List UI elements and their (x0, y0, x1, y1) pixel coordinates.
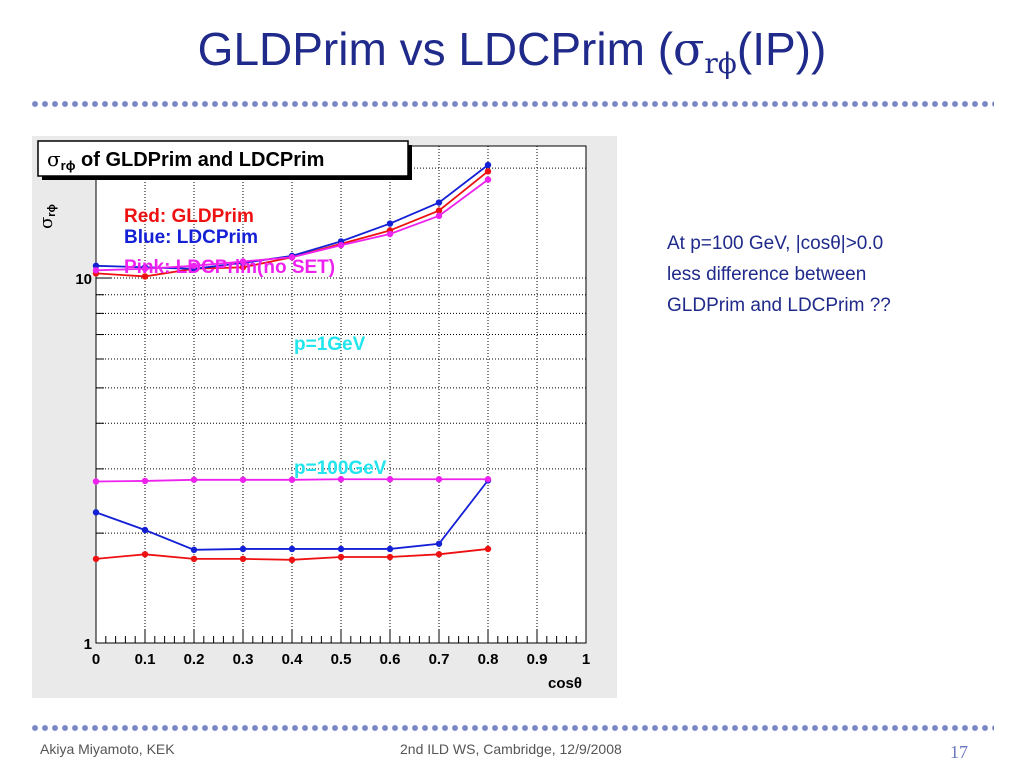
legend-red: Red: GLDPrim (124, 206, 254, 227)
footer-author: Akiya Miyamoto, KEK (40, 741, 175, 757)
bottom-dotted-divider (30, 725, 994, 731)
x-axis-label: cosθ (548, 675, 582, 692)
x-tick-label: 0.7 (429, 651, 450, 668)
y-tick-label: 10 (75, 271, 92, 288)
slide-title: GLDPrim vs LDCPrim (σrϕ(IP)) (0, 22, 1024, 80)
series-point (142, 478, 148, 484)
x-tick-label: 0.6 (380, 651, 401, 668)
series-point (240, 477, 246, 483)
series-point (289, 557, 295, 563)
series-point (387, 554, 393, 560)
chart-title-subscript: rϕ (61, 158, 76, 173)
series-point (142, 551, 148, 557)
series-point (436, 476, 442, 482)
series-point (387, 476, 393, 482)
annotation-p1gev: p=1GeV (294, 334, 366, 355)
series-point (436, 551, 442, 557)
note-line-1: At p=100 GeV, |cosθ|>0.0 (667, 228, 997, 259)
slide-title-subscript: rϕ (704, 47, 736, 80)
x-tick-label: 0.5 (331, 651, 352, 668)
series-point (93, 509, 99, 515)
series-point (485, 168, 491, 174)
series-point (387, 546, 393, 552)
y-tick-label: 1 (84, 636, 92, 653)
slide-title-main: GLDPrim vs LDCPrim ( (198, 23, 673, 75)
series-point (338, 546, 344, 552)
series-point (142, 527, 148, 533)
slide-title-end: (IP)) (737, 23, 826, 75)
series-point (485, 546, 491, 552)
note-line-3: GLDPrim and LDCPrim ?? (667, 290, 997, 321)
chart-title: σrϕ of GLDPrim and LDCPrim (47, 147, 324, 173)
y-axis-label-subscript: rϕ (46, 204, 58, 217)
top-dotted-divider (30, 101, 994, 107)
series-point (485, 176, 491, 182)
annotation-p100gev: p=100GeV (294, 458, 387, 479)
chart-title-text: of GLDPrim and LDCPrim (75, 149, 324, 171)
series-point (191, 477, 197, 483)
series-point (436, 541, 442, 547)
x-tick-label: 0.3 (233, 651, 254, 668)
series-point (387, 231, 393, 237)
series-point (387, 220, 393, 226)
series-point (240, 546, 246, 552)
series-point (191, 556, 197, 562)
series-point (93, 478, 99, 484)
series-point (485, 162, 491, 168)
x-tick-label: 0.9 (527, 651, 548, 668)
series-point (191, 547, 197, 553)
series-point (338, 554, 344, 560)
series-point (436, 213, 442, 219)
x-tick-label: 1 (582, 651, 590, 668)
legend-blue: Blue: LDCPrim (124, 227, 258, 248)
footer-event: 2nd ILD WS, Cambridge, 12/9/2008 (400, 741, 622, 757)
chart-title-sigma: σ (47, 147, 61, 171)
slide-title-sigma: σ (673, 22, 704, 76)
series-point (93, 267, 99, 273)
y-axis-label-sigma: σ (36, 217, 57, 229)
series-point (240, 556, 246, 562)
note-line-2: less difference between (667, 259, 997, 290)
x-tick-label: 0 (92, 651, 100, 668)
series-point (485, 476, 491, 482)
series-point (289, 546, 295, 552)
series-point (93, 556, 99, 562)
series-point (436, 199, 442, 205)
page-number: 17 (950, 742, 968, 763)
series-point (338, 242, 344, 248)
x-tick-label: 0.2 (184, 651, 205, 668)
legend-pink: Pink: LDCPrim(no SET) (124, 257, 335, 278)
x-tick-label: 0.4 (282, 651, 304, 668)
x-tick-label: 0.8 (478, 651, 499, 668)
x-tick-label: 0.1 (135, 651, 156, 668)
note-text: At p=100 GeV, |cosθ|>0.0 less difference… (667, 228, 997, 321)
